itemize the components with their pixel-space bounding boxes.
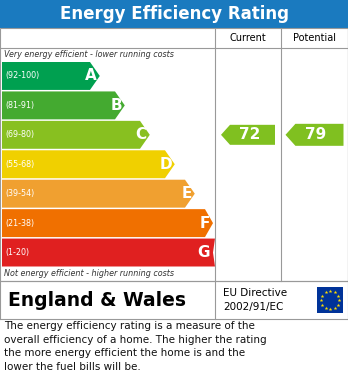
Text: Current: Current bbox=[230, 33, 266, 43]
Bar bbox=[0, 0, 348, 28]
Text: Not energy efficient - higher running costs: Not energy efficient - higher running co… bbox=[4, 269, 174, 278]
Polygon shape bbox=[2, 209, 213, 237]
Polygon shape bbox=[2, 91, 125, 119]
Text: (1-20): (1-20) bbox=[5, 248, 29, 257]
Polygon shape bbox=[2, 62, 100, 90]
Text: G: G bbox=[198, 245, 210, 260]
Text: C: C bbox=[136, 127, 147, 142]
Polygon shape bbox=[2, 180, 195, 208]
Text: A: A bbox=[85, 68, 97, 83]
Polygon shape bbox=[2, 150, 175, 178]
Text: (55-68): (55-68) bbox=[5, 160, 34, 169]
Polygon shape bbox=[285, 124, 343, 146]
Text: D: D bbox=[159, 157, 172, 172]
Text: (92-100): (92-100) bbox=[5, 72, 39, 81]
Text: EU Directive
2002/91/EC: EU Directive 2002/91/EC bbox=[223, 289, 287, 312]
Text: 79: 79 bbox=[305, 127, 327, 142]
Text: 72: 72 bbox=[239, 127, 260, 142]
Polygon shape bbox=[2, 121, 150, 149]
Text: B: B bbox=[110, 98, 122, 113]
Text: (39-54): (39-54) bbox=[5, 189, 34, 198]
Text: (69-80): (69-80) bbox=[5, 130, 34, 139]
Text: Very energy efficient - lower running costs: Very energy efficient - lower running co… bbox=[4, 50, 174, 59]
Text: (21-38): (21-38) bbox=[5, 219, 34, 228]
Polygon shape bbox=[2, 239, 215, 267]
Text: Potential: Potential bbox=[293, 33, 336, 43]
Bar bbox=[317, 287, 343, 313]
Text: F: F bbox=[200, 215, 210, 231]
Text: England & Wales: England & Wales bbox=[8, 291, 186, 310]
Text: Energy Efficiency Rating: Energy Efficiency Rating bbox=[60, 5, 288, 23]
Polygon shape bbox=[221, 125, 275, 145]
Bar bbox=[0, 28, 348, 281]
Text: (81-91): (81-91) bbox=[5, 101, 34, 110]
Text: E: E bbox=[181, 186, 192, 201]
Text: The energy efficiency rating is a measure of the
overall efficiency of a home. T: The energy efficiency rating is a measur… bbox=[4, 321, 267, 372]
